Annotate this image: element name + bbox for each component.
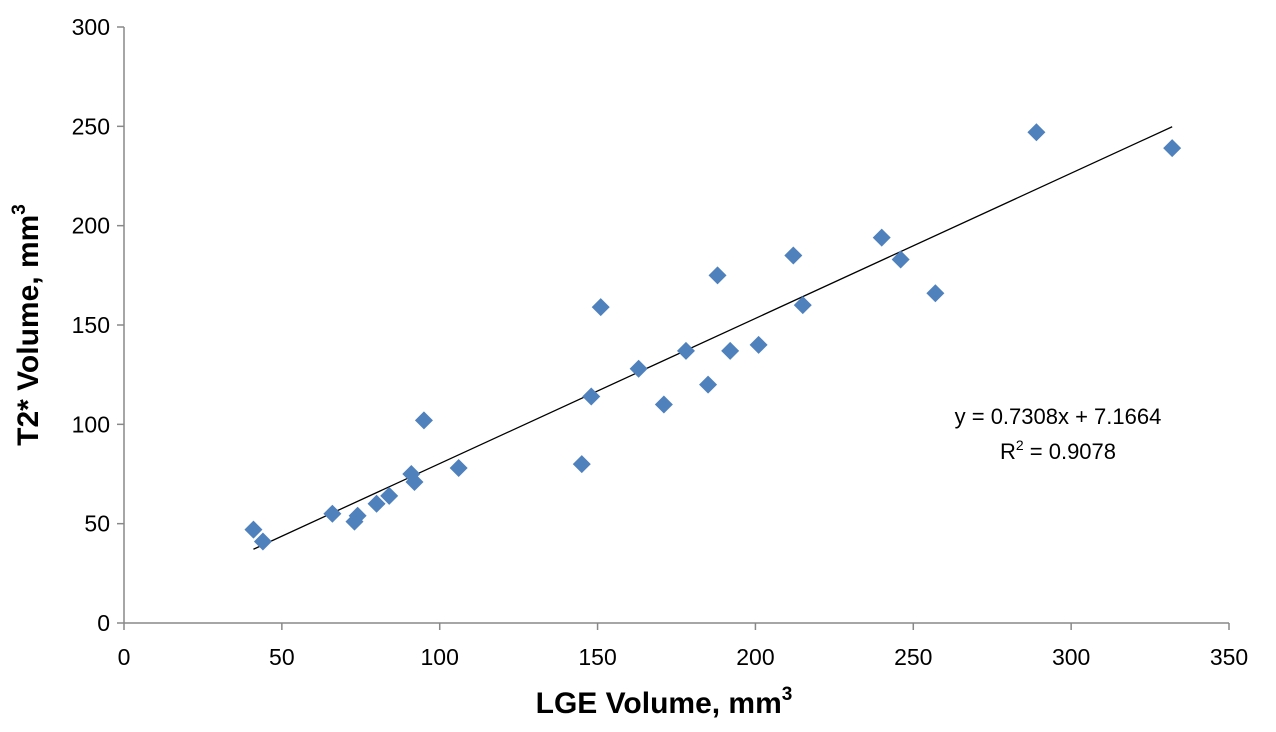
data-point: [572, 455, 591, 474]
data-point: [323, 504, 342, 523]
data-point: [699, 375, 718, 394]
x-tick-label: 150: [578, 644, 616, 670]
y-axis-ticks: 0 50 100 150 200 250 300: [72, 14, 124, 636]
x-axis-title: LGE Volume, mm3: [536, 684, 793, 720]
r-squared-superscript: 2: [1016, 437, 1024, 453]
y-tick-label: 0: [97, 610, 110, 636]
data-point: [1027, 123, 1046, 142]
r-squared-value: = 0.9078: [1024, 439, 1116, 464]
data-point: [708, 266, 727, 285]
x-tick-label: 100: [421, 644, 459, 670]
x-tick-label: 250: [894, 644, 932, 670]
x-tick-label: 350: [1210, 644, 1248, 670]
y-axis-title-superscript: 3: [9, 204, 30, 215]
data-point: [591, 298, 610, 317]
data-point: [414, 411, 433, 430]
data-point: [926, 284, 945, 303]
data-point: [793, 296, 812, 315]
data-point: [749, 335, 768, 354]
data-point: [244, 520, 263, 539]
y-tick-label: 150: [72, 312, 110, 338]
r-squared-label: R2 = 0.9078: [1000, 437, 1116, 464]
y-tick-label: 300: [72, 14, 110, 40]
trendline: [253, 126, 1173, 550]
x-axis-title-superscript: 3: [782, 684, 793, 705]
data-point: [1163, 139, 1182, 158]
y-axis-title: T2* Volume, mm3: [9, 204, 45, 446]
data-point: [872, 228, 891, 247]
data-point: [367, 494, 386, 513]
y-tick-label: 100: [72, 411, 110, 437]
x-tick-label: 200: [736, 644, 774, 670]
x-tick-label: 300: [1052, 644, 1090, 670]
data-point: [784, 246, 803, 265]
x-axis-title-text: LGE Volume, mm: [536, 687, 782, 720]
data-point: [676, 341, 695, 360]
data-point: [253, 532, 272, 551]
data-points: [244, 123, 1182, 551]
axes: 0 50 100 150 200 250 300 0 50 100 150 200 250 300 350: [72, 14, 1249, 670]
y-tick-label: 250: [72, 113, 110, 139]
data-point: [380, 486, 399, 505]
y-tick-label: 50: [84, 511, 110, 537]
data-point: [891, 250, 910, 269]
data-point: [348, 506, 367, 525]
data-point: [629, 359, 648, 378]
x-tick-label: 0: [118, 644, 131, 670]
data-point: [405, 472, 424, 491]
data-point: [654, 395, 673, 414]
trendline-equation: y = 0.7308x + 7.1664: [955, 404, 1162, 429]
x-tick-label: 50: [269, 644, 295, 670]
data-point: [582, 387, 601, 406]
y-tick-label: 200: [72, 213, 110, 239]
data-point: [721, 341, 740, 360]
r-squared-prefix: R: [1000, 439, 1016, 464]
data-point: [449, 459, 468, 478]
y-axis-title-text: T2* Volume, mm: [12, 215, 45, 446]
x-axis-ticks: 0 50 100 150 200 250 300 350: [118, 623, 1248, 670]
